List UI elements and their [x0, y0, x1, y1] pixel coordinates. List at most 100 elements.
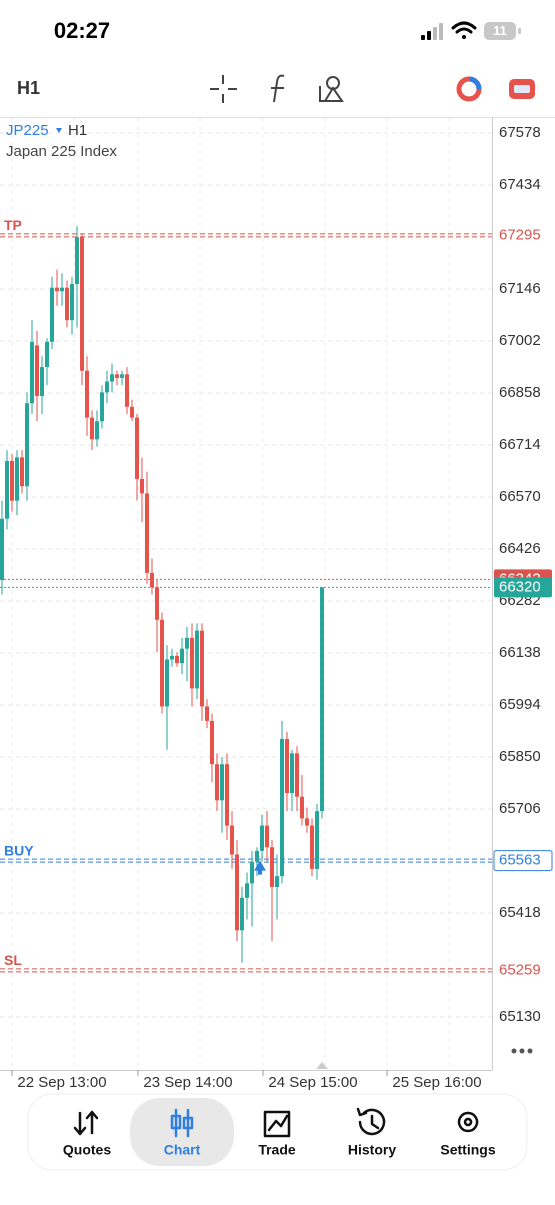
candle-body	[270, 847, 274, 887]
sl-price-box	[494, 960, 552, 981]
candle-body	[75, 237, 79, 285]
nav-label: Chart	[164, 1142, 201, 1158]
nav-label: Trade	[258, 1142, 296, 1158]
nav-tab[interactable]: History	[348, 1107, 396, 1158]
one-click-button[interactable]	[509, 79, 535, 99]
nav-tab[interactable]: Settings	[440, 1111, 496, 1158]
candle-body	[110, 374, 114, 382]
tp-label: TP	[4, 217, 22, 233]
candle-body	[170, 655, 174, 660]
nav-icon	[263, 1110, 291, 1138]
candle-body	[0, 518, 4, 581]
nav-icon	[457, 1111, 479, 1133]
candle-body	[40, 367, 44, 396]
y-tick-label: 65130	[499, 1008, 541, 1025]
entry-price-box	[493, 850, 553, 872]
candle-body	[285, 738, 289, 794]
candle-body	[140, 479, 144, 494]
candle-body	[165, 659, 169, 707]
y-tick-label: 65706	[499, 800, 541, 817]
x-tick-label: 24 Sep 15:00	[268, 1074, 357, 1091]
y-tick-label: 66570	[499, 488, 541, 505]
candle-body	[195, 630, 199, 689]
candle-body	[290, 753, 294, 794]
candle-body	[5, 460, 9, 519]
nav-label: History	[348, 1142, 396, 1158]
nav-tab[interactable]: Chart	[164, 1108, 201, 1158]
x-tick-label: 25 Sep 16:00	[392, 1074, 481, 1091]
timeframe-button[interactable]: H1	[17, 78, 40, 98]
candle-body	[265, 825, 269, 848]
candle-body	[95, 421, 99, 440]
candle-body	[220, 764, 224, 801]
nav-label: Settings	[440, 1142, 495, 1158]
candle-body	[295, 753, 299, 797]
candle-body	[85, 370, 89, 418]
trade-mode-button[interactable]	[456, 76, 482, 102]
candle-body	[300, 796, 304, 819]
candle-body	[35, 345, 39, 396]
bottom-nav	[27, 1093, 528, 1171]
candle-body	[280, 738, 284, 877]
candle-body	[155, 587, 159, 620]
candle-body	[245, 883, 249, 898]
bid-price-label: 66320	[499, 578, 541, 595]
candle-body	[80, 237, 84, 371]
symbol-label[interactable]: JP225	[6, 122, 49, 139]
levels: TP BUY SL	[0, 217, 492, 973]
candle-body	[60, 287, 64, 292]
nav-tab[interactable]: Quotes	[63, 1110, 111, 1158]
candle-body	[135, 417, 139, 480]
battery-level: 11	[493, 23, 507, 38]
nav-tab[interactable]: Trade	[258, 1110, 296, 1158]
indicators-button[interactable]	[271, 74, 285, 103]
candle-body	[275, 876, 279, 887]
entry-label: BUY	[4, 842, 34, 858]
candle-body	[130, 406, 134, 418]
nav-icon	[73, 1110, 99, 1136]
more-button[interactable]	[511, 1048, 533, 1054]
grid	[0, 118, 492, 1070]
battery-icon: 11	[484, 22, 521, 40]
candle-body	[210, 720, 214, 765]
y-tick-label: 67146	[499, 280, 541, 297]
active-tab-highlight	[130, 1098, 234, 1166]
time-axis: 22 Sep 13:00 23 Sep 14:00 24 Sep 15:00 25 S…	[11, 1070, 482, 1091]
sl-price-label: 65259	[499, 961, 541, 978]
candle-body	[205, 706, 209, 721]
candle-body	[100, 392, 104, 422]
x-tick-label: 22 Sep 13:00	[17, 1074, 106, 1091]
y-tick-label: 66426	[499, 540, 541, 557]
buy-marker	[254, 860, 266, 875]
y-tick-label: 66714	[499, 436, 541, 453]
candle-body	[235, 854, 239, 931]
objects-button[interactable]	[319, 76, 344, 102]
sl-label: SL	[4, 952, 22, 968]
entry-price-label: 65563	[499, 852, 541, 869]
candle-body	[50, 287, 54, 342]
candle-body	[30, 341, 34, 404]
y-tick-label: 65418	[499, 904, 541, 921]
candle-body	[150, 572, 154, 588]
candle-body	[240, 897, 244, 931]
candle-body	[310, 825, 314, 869]
y-tick-label: 67434	[499, 176, 541, 193]
candle-body	[25, 403, 29, 487]
candle-body	[10, 460, 14, 501]
y-tick-label: 66858	[499, 384, 541, 401]
nav-label: Quotes	[63, 1142, 111, 1158]
price-axis: 67578 67434 67146 67002 66858 66714 66570 66426…	[493, 124, 553, 1025]
nav-icon	[170, 1108, 194, 1138]
candle-body	[105, 381, 109, 393]
candle-body	[250, 861, 254, 884]
symbol-dropdown[interactable]	[56, 128, 62, 133]
candle-body	[200, 630, 204, 707]
crosshair-button[interactable]	[210, 75, 237, 103]
candle-body	[190, 637, 194, 689]
bid-price-box	[494, 577, 552, 598]
chart-timeframe: H1	[68, 122, 87, 139]
y-tick-label: 66138	[499, 644, 541, 661]
candle-body	[20, 457, 24, 487]
